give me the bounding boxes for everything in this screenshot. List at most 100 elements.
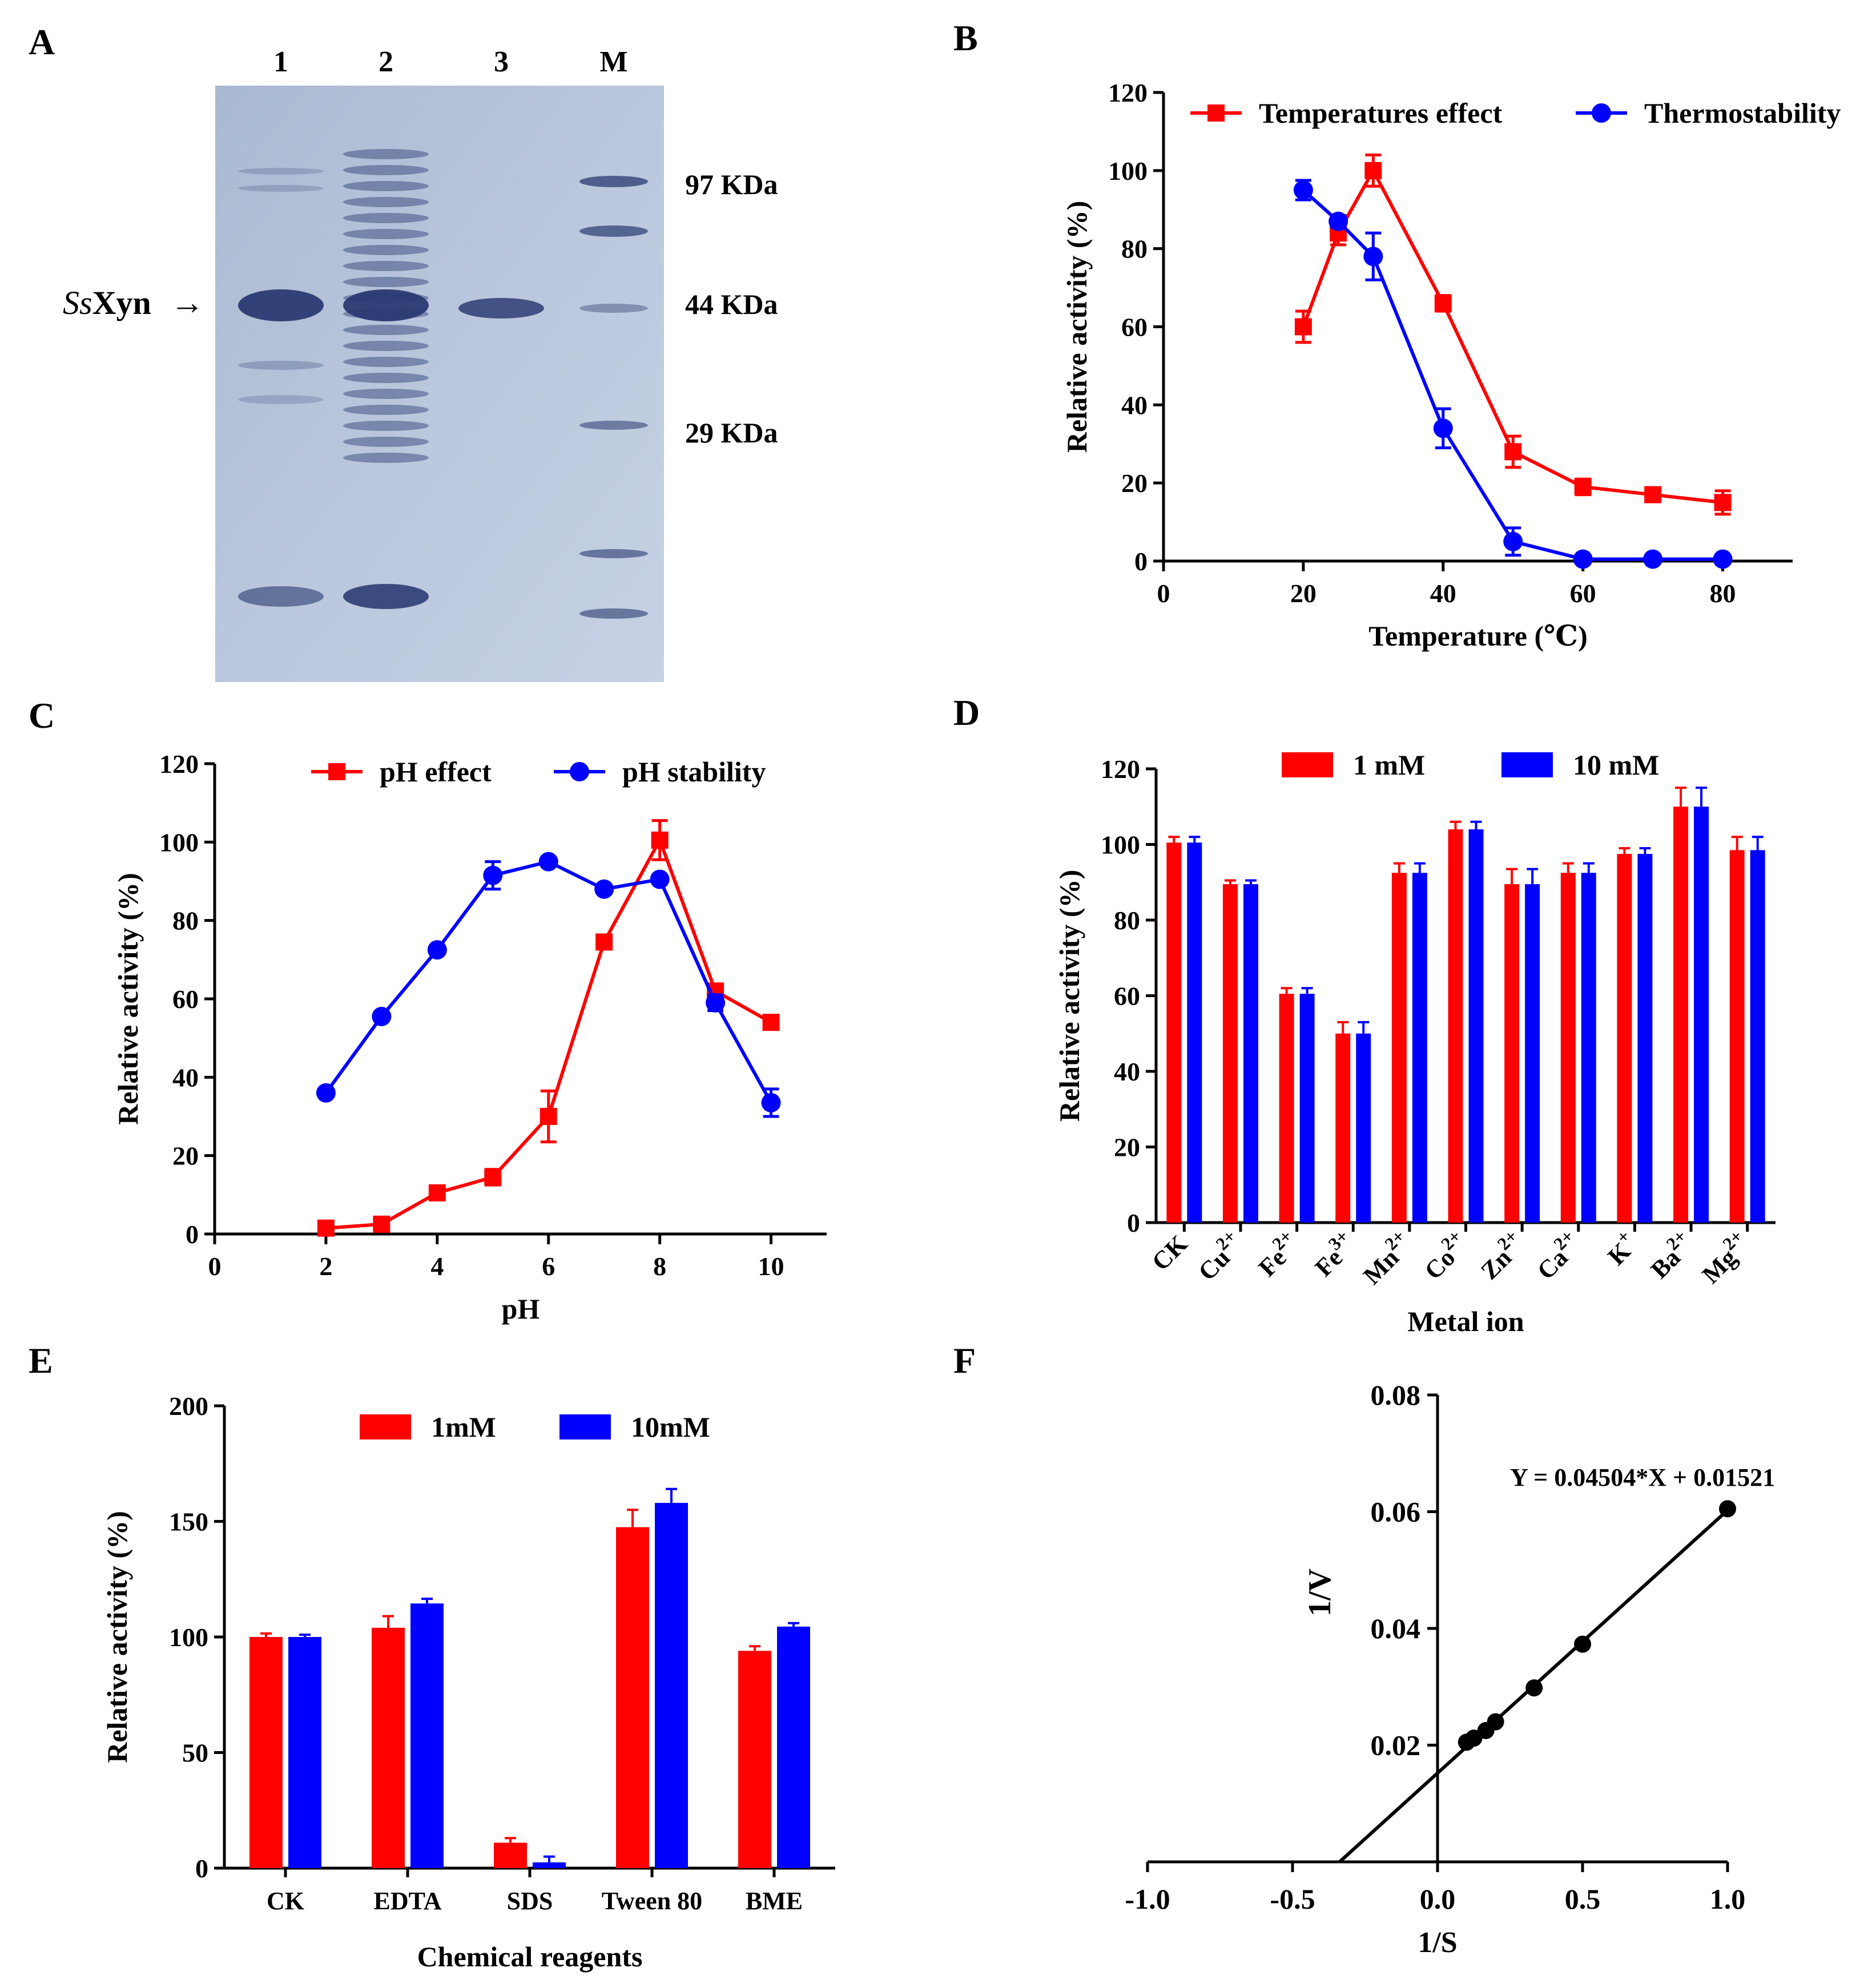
panel-letter-b: B bbox=[953, 18, 978, 58]
x-tick-label: SDS bbox=[507, 1887, 553, 1915]
y-tick-label: 100 bbox=[169, 1623, 208, 1652]
bar bbox=[1560, 873, 1576, 1223]
gel-band bbox=[343, 421, 429, 431]
panel-letter-d: D bbox=[953, 692, 980, 733]
data-point-circle bbox=[316, 1083, 336, 1103]
gel-band bbox=[343, 181, 429, 191]
data-point-circle bbox=[372, 1006, 392, 1026]
legend-swatch bbox=[1501, 752, 1553, 777]
x-tick-label: 10 bbox=[758, 1252, 784, 1281]
series-line bbox=[325, 836, 772, 1230]
gel-band bbox=[238, 289, 324, 321]
gel-band bbox=[343, 405, 429, 415]
y-tick-label: 100 bbox=[1108, 156, 1148, 186]
bar bbox=[1448, 829, 1463, 1223]
y-tick-label: 0.06 bbox=[1371, 1496, 1421, 1528]
marker-label-44: 44 KDa bbox=[685, 288, 778, 320]
y-tick-label: 0.04 bbox=[1371, 1612, 1421, 1644]
gel-band bbox=[238, 395, 324, 404]
x-tick-label: 40 bbox=[1430, 579, 1456, 608]
bar bbox=[1673, 807, 1689, 1223]
data-point-square bbox=[1294, 318, 1312, 336]
legend-swatch bbox=[1282, 752, 1333, 777]
y-tick-label: 40 bbox=[172, 1063, 199, 1092]
y-tick-label: 200 bbox=[169, 1392, 208, 1421]
gel-band bbox=[343, 584, 429, 609]
series-line bbox=[1302, 188, 1723, 561]
temperature-chart: 0 20 40 60 80 0 20 40 60 80 100 120 Temperature (℃) R… bbox=[1061, 78, 1841, 652]
series-0: Temperatures effect bbox=[1190, 97, 1732, 516]
gel-band bbox=[343, 293, 429, 303]
gel-band bbox=[343, 277, 429, 287]
gel-lanes bbox=[238, 149, 648, 619]
protein-label: SsXyn bbox=[63, 284, 151, 321]
gel-band bbox=[343, 389, 429, 399]
y-tick-label: 50 bbox=[182, 1739, 208, 1768]
legend-label: Thermostability bbox=[1644, 97, 1841, 129]
gel-band bbox=[238, 185, 324, 192]
gel-band bbox=[579, 304, 648, 313]
y-tick-label: 60 bbox=[1121, 313, 1148, 342]
x-axis-label: 1/S bbox=[1418, 1926, 1457, 1959]
data-point-circle bbox=[761, 1092, 781, 1112]
bar bbox=[1279, 994, 1294, 1223]
data-point-square bbox=[428, 1184, 446, 1201]
y-tick-label: 120 bbox=[1108, 78, 1148, 107]
x-tick-label: CK bbox=[1146, 1229, 1193, 1276]
data-point-circle bbox=[1643, 549, 1663, 569]
x-axis-label: pH bbox=[502, 1293, 540, 1325]
x-tick-label: Co2+ bbox=[1415, 1225, 1475, 1285]
data-point-square bbox=[373, 1215, 391, 1233]
data-point-circle bbox=[650, 869, 670, 889]
data-point-circle bbox=[1433, 418, 1453, 438]
data-point-square bbox=[1574, 478, 1592, 496]
bar bbox=[288, 1637, 321, 1868]
panel-letter-e: E bbox=[29, 1340, 53, 1381]
gel-band bbox=[343, 165, 429, 175]
y-tick-label: 40 bbox=[1114, 1057, 1140, 1086]
bar bbox=[1412, 873, 1427, 1223]
y-tick-label: 20 bbox=[1121, 469, 1148, 498]
legend-label: Temperatures effect bbox=[1259, 97, 1503, 129]
data-point-circle bbox=[1293, 180, 1313, 200]
y-tick-label: 80 bbox=[1121, 235, 1148, 264]
gel-band bbox=[343, 149, 429, 159]
bar bbox=[1504, 884, 1520, 1223]
y-tick-label: 120 bbox=[159, 749, 199, 779]
x-tick-label: Cu2+ bbox=[1189, 1225, 1249, 1286]
data-point-square bbox=[762, 1014, 780, 1031]
x-tick-label: 60 bbox=[1570, 579, 1596, 608]
gel-band bbox=[343, 373, 429, 383]
x-tick-label: 80 bbox=[1710, 579, 1736, 608]
data-point-circle bbox=[427, 940, 447, 960]
x-tick-label: CK bbox=[267, 1887, 304, 1915]
y-tick-label: 120 bbox=[1101, 755, 1140, 784]
gel-band bbox=[343, 357, 429, 367]
x-tick-label: 0 bbox=[208, 1252, 222, 1281]
data-point-square bbox=[1364, 162, 1382, 179]
bar bbox=[1617, 854, 1632, 1223]
data-point-circle bbox=[1592, 103, 1611, 123]
data-point-circle bbox=[1363, 247, 1383, 267]
regression-equation: Y = 0.04504*X + 0.01521 bbox=[1510, 1463, 1775, 1491]
bar bbox=[1694, 807, 1709, 1223]
data-point-circle bbox=[1573, 549, 1593, 569]
y-axis-label: Relative activity (%) bbox=[1053, 870, 1085, 1122]
bar bbox=[655, 1503, 688, 1868]
bar bbox=[1525, 884, 1540, 1223]
gel-band bbox=[343, 437, 429, 447]
y-tick-label: 80 bbox=[172, 906, 199, 935]
data-point-square bbox=[328, 763, 345, 780]
x-tick-label: BME bbox=[746, 1887, 803, 1915]
bar bbox=[1468, 829, 1484, 1223]
y-tick-label: 150 bbox=[169, 1507, 208, 1537]
gel-band bbox=[238, 586, 324, 607]
gel-band bbox=[343, 229, 429, 239]
bar bbox=[616, 1527, 649, 1868]
bar bbox=[1729, 850, 1745, 1223]
data-point-square bbox=[540, 1108, 557, 1125]
data-point bbox=[1719, 1500, 1736, 1518]
data-point-circle bbox=[570, 762, 589, 781]
